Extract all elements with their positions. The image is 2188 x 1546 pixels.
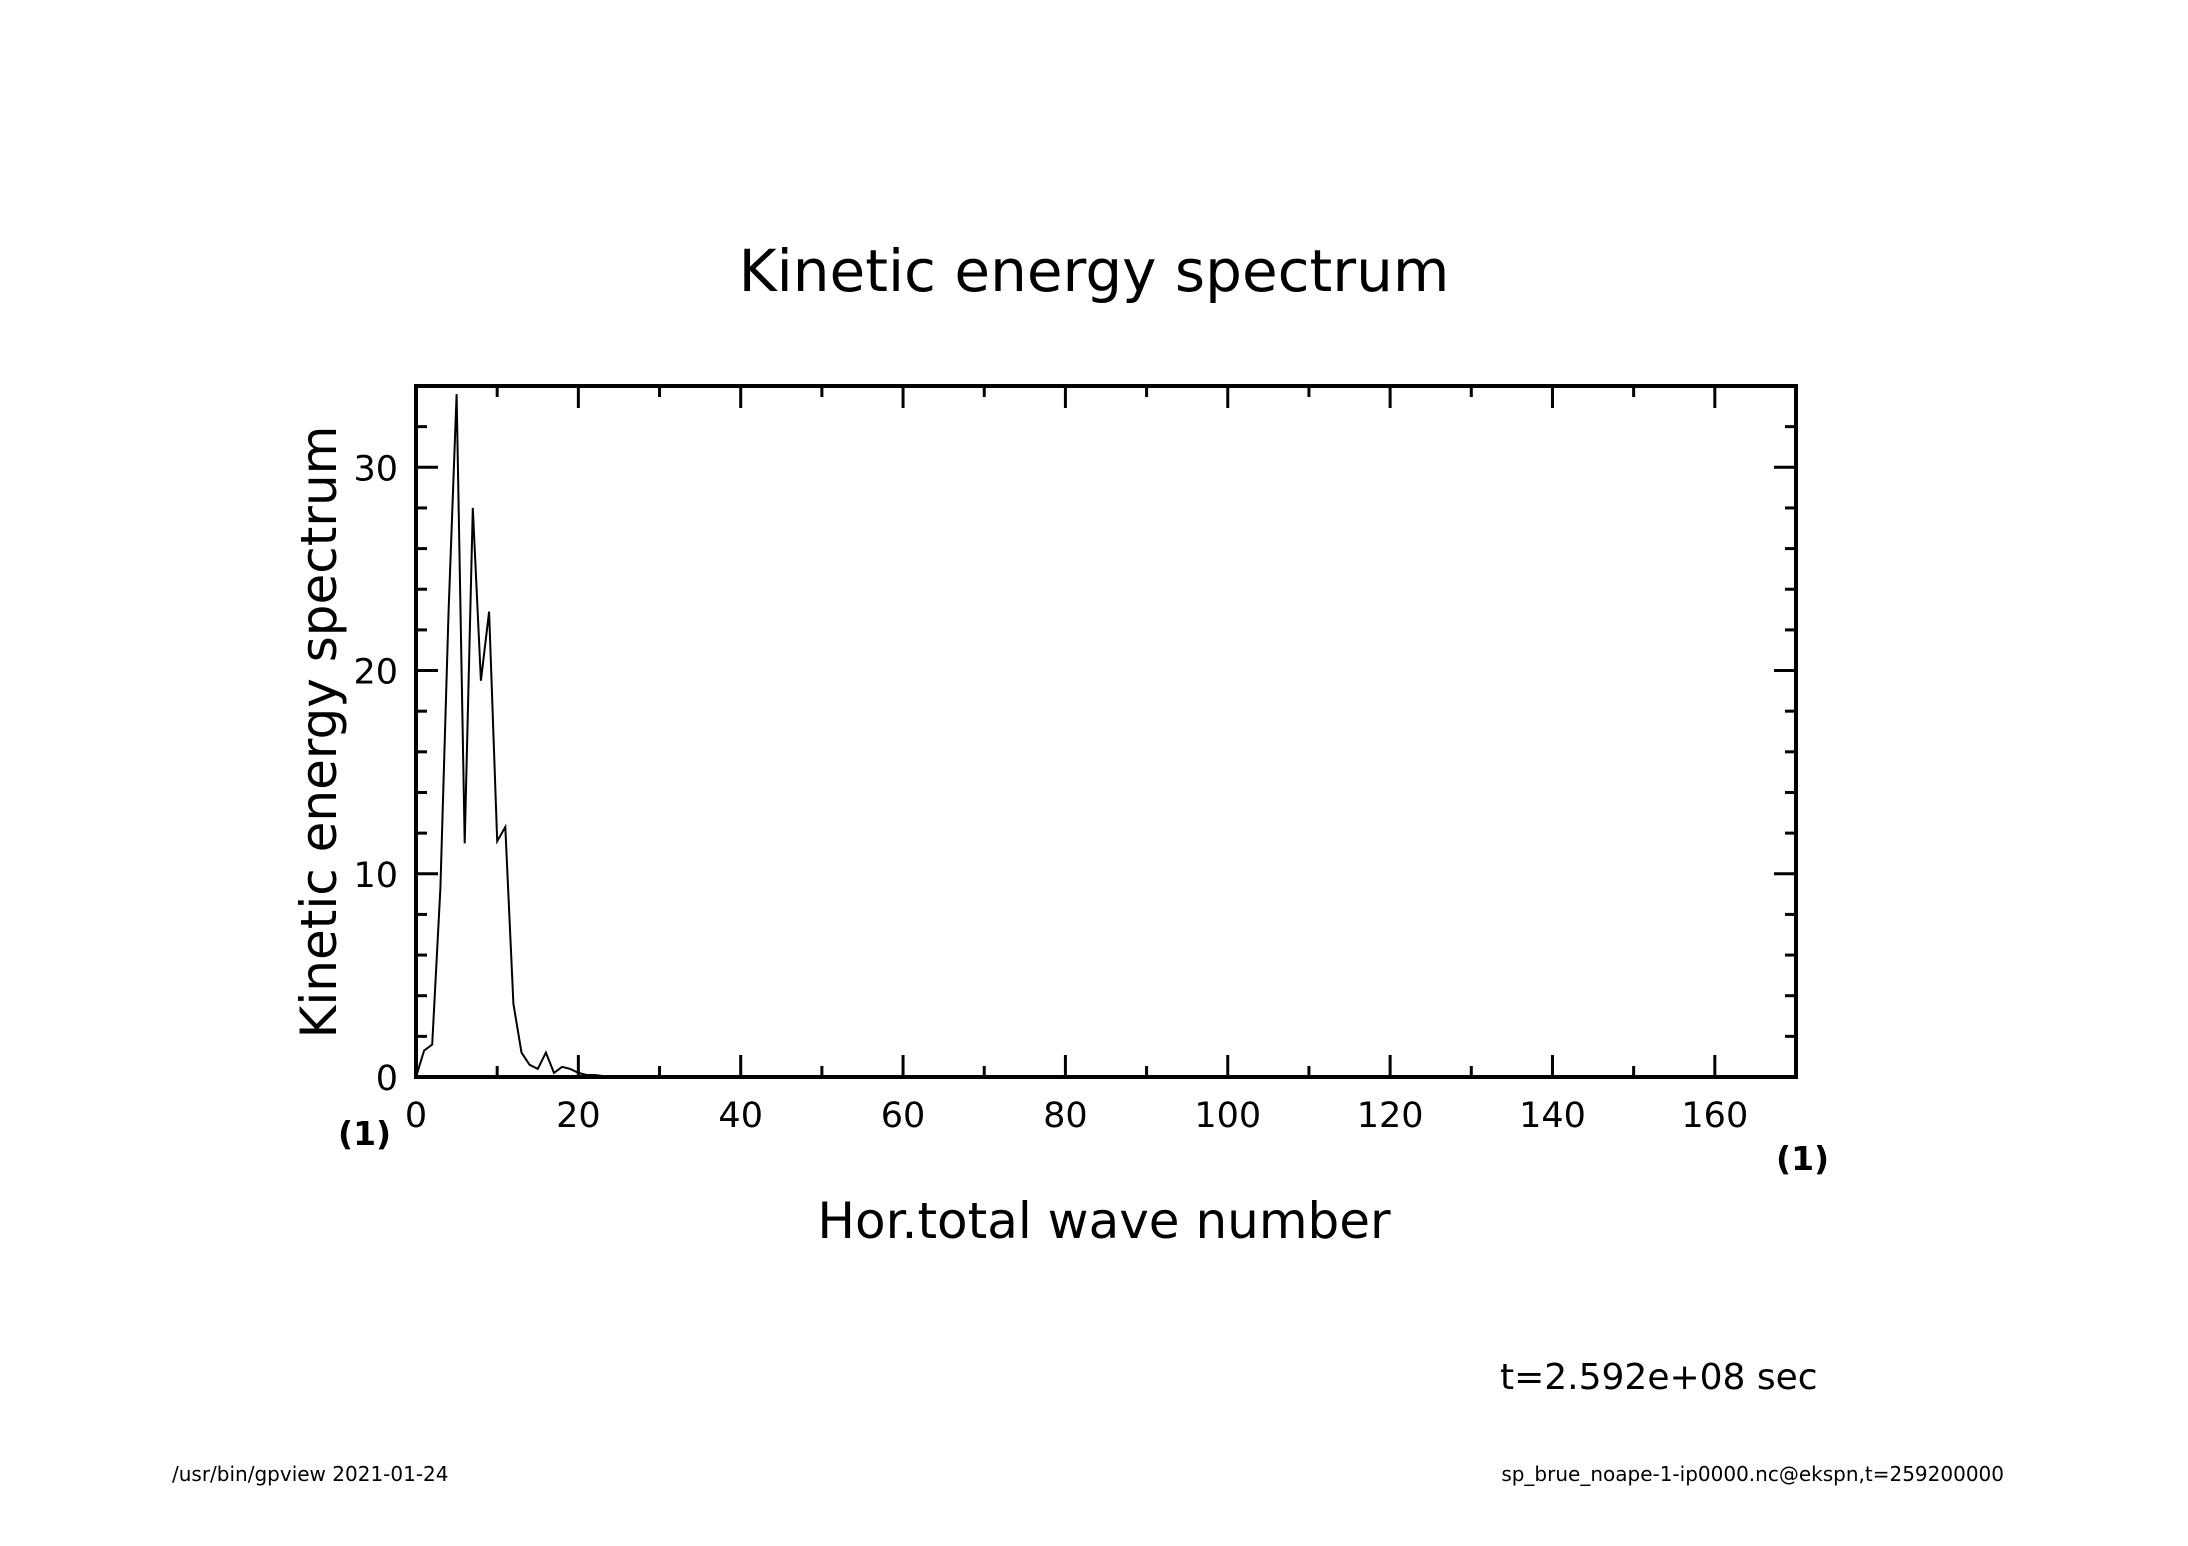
- x-axis-label: Hor.total wave number: [817, 1192, 1391, 1250]
- x-tick-label: 60: [881, 1096, 926, 1136]
- x-tick-label: 0: [405, 1096, 427, 1136]
- x-tick-label: 140: [1519, 1096, 1586, 1136]
- chart-title: Kinetic energy spectrum: [738, 237, 1450, 305]
- x-axis-unit: (1): [338, 1114, 392, 1153]
- y-tick-label: 10: [353, 856, 398, 896]
- tick-labels: 0 20 40 60 80 100 120 140 160 0 10 20 30: [353, 449, 1748, 1136]
- x-tick-label: 160: [1681, 1096, 1748, 1136]
- x-tick-label: 40: [718, 1096, 763, 1136]
- x-tick-label: 80: [1043, 1096, 1088, 1136]
- y-axis-label: Kinetic energy spectrum: [290, 425, 348, 1039]
- footer-program-date: /usr/bin/gpview 2021-01-24: [172, 1462, 449, 1486]
- axis-ticks: [414, 384, 1798, 1079]
- y-tick-label: 30: [353, 449, 398, 489]
- x-tick-label: 100: [1194, 1096, 1261, 1136]
- footer-source-file: sp_brue_noape-1-ip0000.nc@ekspn,t=259200…: [1501, 1462, 2004, 1486]
- x-tick-label: 20: [556, 1096, 601, 1136]
- series-line: [415, 394, 1796, 1078]
- x-tick-label: 120: [1357, 1096, 1424, 1136]
- y-tick-label: 20: [353, 653, 398, 693]
- y-axis-unit: (1): [1776, 1139, 1830, 1178]
- time-annotation: t=2.592e+08 sec: [1500, 1357, 1818, 1398]
- plot-frame: [414, 384, 1798, 1079]
- y-tick-label: 0: [376, 1059, 398, 1099]
